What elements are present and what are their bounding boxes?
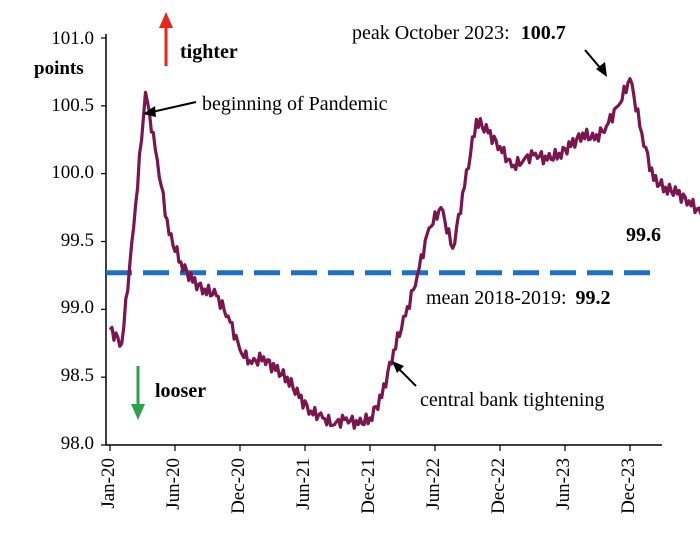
y-tick-label: 101.0 xyxy=(51,28,94,49)
x-tick-label: Dec-21 xyxy=(358,458,379,514)
x-tick-label: Jun-20 xyxy=(163,458,184,510)
looser-arrow-icon xyxy=(131,366,145,420)
y-tick-label: 100.5 xyxy=(51,95,94,116)
y-tick-label: 99.5 xyxy=(61,230,94,251)
tightening-annotation: central bank tightening xyxy=(420,389,604,411)
pandemic-annotation: beginning of Pandemic xyxy=(202,93,388,115)
pandemic-arrow-icon xyxy=(143,101,197,117)
x-tick-label: Dec-23 xyxy=(618,458,639,514)
last-value-label: 99.6 xyxy=(626,224,661,246)
x-tick-label: Dec-22 xyxy=(488,458,509,514)
x-tick-label: Dec-20 xyxy=(228,458,249,514)
looser-label: looser xyxy=(155,380,206,402)
y-axis-label: points xyxy=(34,58,84,79)
plot-area xyxy=(101,34,700,451)
tighter-arrow-icon xyxy=(159,12,173,66)
y-tick-label: 99.0 xyxy=(61,297,94,318)
x-tick-label: Jan-20 xyxy=(98,458,119,509)
y-tick-label: 98.5 xyxy=(61,365,94,386)
x-tick-label: Jun-21 xyxy=(293,458,314,510)
mean-annotation: mean 2018-2019: 99.2 xyxy=(426,287,611,309)
x-tick-label: Jun-22 xyxy=(423,458,444,510)
peak-arrow-icon xyxy=(584,49,607,77)
series-line xyxy=(108,77,700,430)
tighter-label: tighter xyxy=(180,41,238,63)
tightening-arrow-icon xyxy=(392,361,417,387)
x-tick-label: Jun-23 xyxy=(553,458,574,510)
y-tick-label: 98.0 xyxy=(61,433,94,454)
y-tick-label: 100.0 xyxy=(51,162,94,183)
peak-annotation: peak October 2023: 100.7 xyxy=(352,22,566,44)
